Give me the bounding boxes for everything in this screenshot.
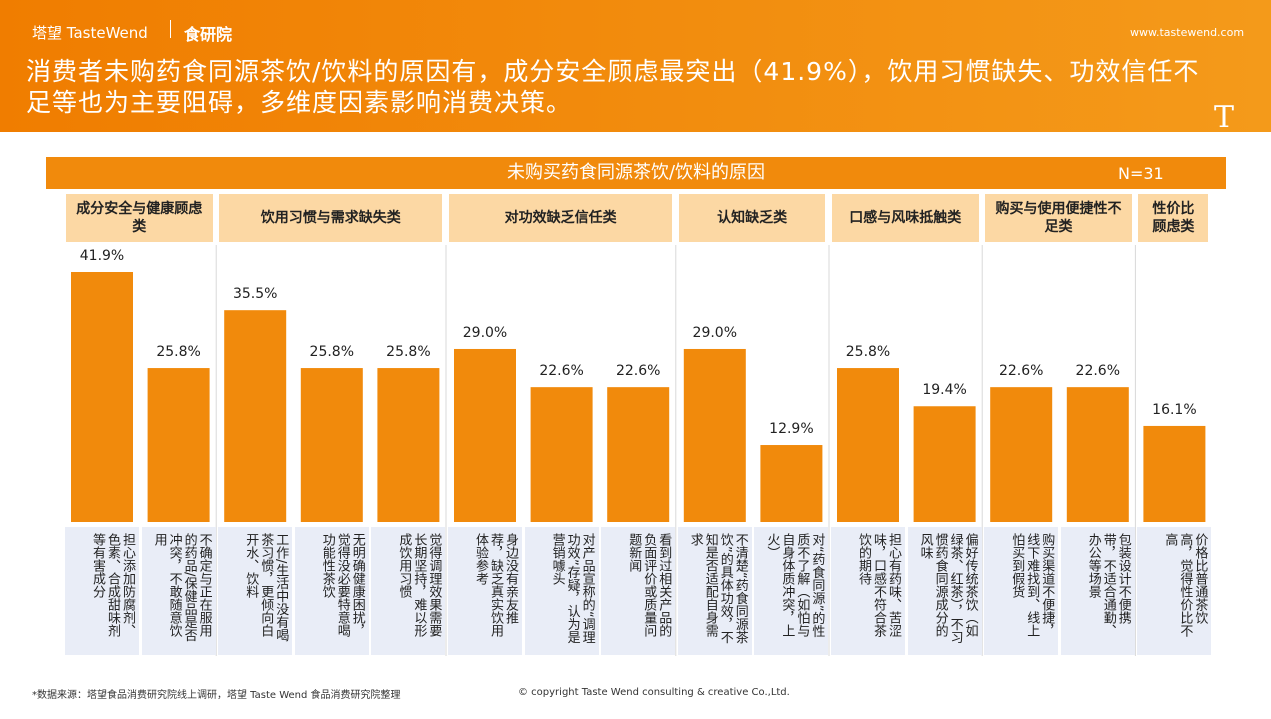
sample-size: N=31 — [1118, 164, 1164, 183]
category-label: 担心有药味、苦涩味，口感不符合茶饮的期待 — [831, 527, 905, 655]
category-label: 对“药食同源”的性质不了解（如怕与自身体质冲突，上火） — [754, 527, 829, 655]
brand: 塔望 TasteWend — [32, 24, 148, 42]
category-label: 担心添加防腐剂、色素、合成甜味剂等有害成分 — [65, 527, 139, 655]
bar — [607, 387, 670, 522]
category-label: 不确定与正在服用的药品/保健品是否冲突，不敢随意饮用 — [141, 527, 216, 655]
category-label: 不清楚“药食同源茶饮”的具体功效，不知是否适配自身需求 — [677, 527, 752, 655]
header-band — [0, 0, 1271, 132]
bar — [71, 272, 133, 522]
category-label: 包装设计不便携带，不适合通勤、办公等场景 — [1060, 527, 1135, 655]
value-label: 22.6% — [539, 363, 583, 379]
bar — [377, 368, 440, 522]
category-label: 工作/生活中没有喝茶习惯，更倾向白开水、饮料 — [218, 527, 293, 655]
bar — [224, 310, 287, 522]
value-label: 25.8% — [310, 344, 354, 360]
category-label: 对产品宣称的“调理功效”存疑，认为是营销噱头 — [524, 527, 599, 655]
bar — [683, 348, 746, 522]
value-label: 22.6% — [999, 363, 1043, 379]
brand2: 食研院 — [184, 25, 233, 44]
value-label: 29.0% — [463, 325, 507, 341]
chart-title-band — [46, 157, 1226, 189]
value-label: 29.0% — [693, 325, 737, 341]
value-label: 22.6% — [1076, 363, 1120, 379]
value-label: 22.6% — [616, 363, 660, 379]
value-label: 25.8% — [846, 344, 890, 360]
value-label: 25.8% — [156, 344, 200, 360]
value-label: 25.8% — [386, 344, 430, 360]
category-label: 看到过相关产品的负面评价或质量问题新闻 — [601, 527, 676, 655]
divider — [170, 20, 171, 38]
page-title: 消费者未购药食同源茶饮/饮料的原因有，成分安全顾虑最突出（41.9%），饮用习惯… — [26, 57, 1200, 117]
group-header: 认知缺乏类 — [678, 194, 826, 242]
group-header: 对功效缺乏信任类 — [449, 194, 673, 242]
bar — [990, 387, 1053, 522]
category-label: 无明确健康困扰，觉得没必要特意喝功能性茶饮 — [294, 527, 369, 655]
logo-mark: T — [1214, 100, 1235, 135]
bar — [300, 368, 363, 522]
group-header: 性价比顾虑类 — [1138, 194, 1209, 242]
bar — [1066, 387, 1129, 522]
bar — [454, 348, 516, 522]
value-label: 19.4% — [922, 382, 966, 398]
group-header: 口感与风味抵触类 — [832, 194, 979, 242]
url: www.tastewend.com — [1130, 26, 1245, 39]
bar — [530, 387, 593, 522]
category-label: 身边没有亲友推荐，缺乏真实饮用体验参考 — [448, 527, 522, 655]
chart-title: 未购买药食同源茶饮/饮料的原因 — [506, 162, 766, 183]
bar — [1143, 425, 1206, 522]
bar — [837, 368, 899, 522]
category-label: 购买渠道不便捷，线下难找到、线上怕买到假货 — [984, 527, 1059, 655]
value-label: 16.1% — [1152, 402, 1196, 418]
value-label: 35.5% — [233, 286, 277, 302]
source: *数据来源：塔望食品消费研究院线上调研，塔望 Taste Wend 食品消费研究… — [32, 690, 401, 701]
bar — [913, 406, 976, 522]
value-label: 41.9% — [80, 248, 124, 264]
group-header: 购买与使用便捷性不足类 — [985, 194, 1132, 242]
group-header: 成分安全与健康顾虑类 — [66, 194, 213, 242]
bar — [147, 368, 210, 522]
copyright: © copyright Taste Wend consulting & crea… — [518, 687, 790, 698]
category-label: 觉得调理效果需要长期坚持，难以形成饮用习惯 — [371, 527, 446, 655]
group-header: 饮用习惯与需求缺失类 — [219, 194, 443, 242]
category-label: 偏好传统茶饮（如绿茶、红茶），不习惯药食同源成分的风味 — [907, 527, 982, 655]
category-label: 价格比普通茶饮高，觉得性价比不高 — [1137, 527, 1212, 655]
value-label: 12.9% — [769, 421, 813, 437]
bar — [760, 445, 823, 522]
